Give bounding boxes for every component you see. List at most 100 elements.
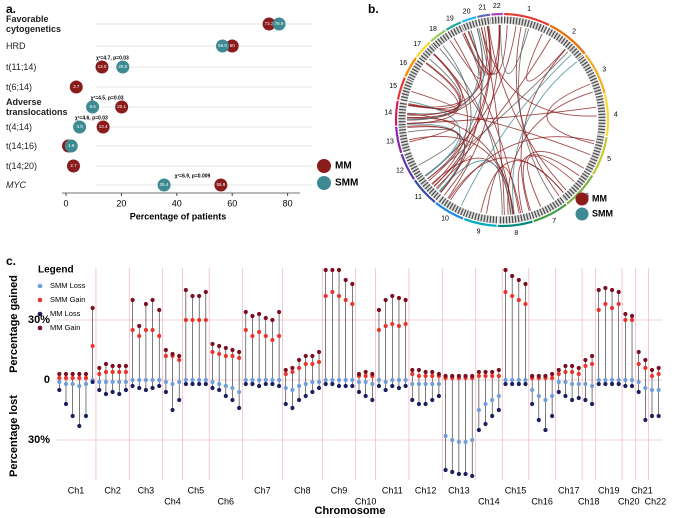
point — [210, 341, 215, 347]
link — [408, 100, 461, 177]
point — [230, 353, 235, 359]
link — [428, 26, 491, 181]
chromosome-outer — [404, 57, 417, 77]
point — [563, 363, 568, 369]
point — [483, 401, 488, 407]
dot — [225, 39, 239, 53]
point — [623, 311, 628, 317]
chromosome-outer — [463, 218, 497, 227]
x-tick-label: Ch16 — [531, 496, 553, 506]
point — [616, 289, 621, 295]
chromosome-base — [530, 196, 565, 219]
point — [430, 373, 435, 379]
chromosome-label: 12 — [396, 167, 404, 174]
chromosome-band — [465, 210, 498, 224]
point — [423, 401, 428, 407]
point — [250, 313, 255, 319]
point — [323, 267, 328, 273]
chromosome-band — [416, 174, 442, 201]
point — [569, 369, 575, 375]
point — [250, 381, 255, 387]
chromosome-label: 2 — [572, 28, 576, 35]
point — [609, 381, 615, 387]
point — [263, 315, 268, 321]
point — [103, 361, 109, 367]
point — [190, 377, 195, 383]
point — [623, 317, 628, 323]
point — [270, 317, 275, 323]
point — [490, 397, 495, 403]
point — [556, 367, 561, 373]
point — [170, 407, 175, 413]
chromosome-base — [437, 195, 467, 217]
point — [423, 381, 428, 387]
chromosome-band — [403, 150, 423, 178]
point — [110, 363, 115, 369]
point — [330, 377, 335, 383]
point — [543, 373, 548, 379]
category-label: t(11;14) — [6, 62, 37, 72]
point — [177, 353, 182, 359]
point — [103, 391, 109, 397]
point — [583, 357, 588, 363]
x-tick-label: Ch9 — [331, 485, 348, 495]
point — [363, 393, 368, 399]
legend-title: Legend — [38, 265, 74, 276]
chromosome-band — [477, 17, 492, 27]
point — [117, 379, 122, 385]
point — [237, 355, 242, 361]
point — [363, 379, 368, 385]
chromosome-base — [432, 32, 451, 49]
point — [443, 467, 448, 473]
point — [290, 387, 295, 393]
x-tick-label: Ch8 — [294, 485, 311, 495]
link — [460, 54, 572, 206]
y-tick-label: 0 — [44, 374, 50, 386]
point — [143, 377, 149, 383]
point — [496, 367, 501, 373]
point — [616, 301, 621, 307]
point — [483, 421, 488, 427]
value-label: 13.0 — [98, 64, 107, 69]
point — [197, 381, 202, 387]
chromosome-band — [447, 24, 465, 38]
point — [436, 381, 442, 387]
point — [589, 353, 595, 359]
point — [476, 427, 481, 433]
point — [563, 369, 568, 375]
chromosome-label: 9 — [477, 228, 481, 235]
point — [276, 309, 282, 315]
value-label: 56.5 — [218, 43, 227, 48]
category-label: HRD — [6, 41, 26, 51]
point — [510, 293, 515, 299]
link — [480, 27, 597, 117]
point — [90, 343, 95, 349]
point — [243, 377, 248, 383]
value-label: 35.4 — [160, 182, 169, 187]
point — [230, 385, 235, 391]
point — [403, 297, 408, 303]
point — [436, 371, 442, 377]
chromosome-band — [578, 56, 603, 96]
point — [623, 377, 628, 383]
dot — [214, 178, 228, 192]
point — [530, 401, 535, 407]
point — [636, 389, 641, 395]
chromosome-outer — [435, 202, 464, 220]
legend-label: MM Gain — [50, 323, 80, 332]
point — [390, 377, 395, 383]
chromosome-outer — [592, 136, 608, 175]
x-tick-label: Ch21 — [631, 485, 653, 495]
link — [407, 125, 466, 193]
point — [170, 351, 175, 357]
panel-label: a. — [6, 2, 16, 16]
dot — [96, 120, 110, 134]
x-tick-label: Ch20 — [618, 496, 640, 506]
point — [376, 383, 382, 389]
point — [150, 385, 155, 391]
point — [270, 377, 275, 383]
point — [376, 307, 382, 313]
chromosome-outer — [394, 100, 399, 126]
point — [649, 373, 655, 379]
point — [117, 369, 122, 375]
